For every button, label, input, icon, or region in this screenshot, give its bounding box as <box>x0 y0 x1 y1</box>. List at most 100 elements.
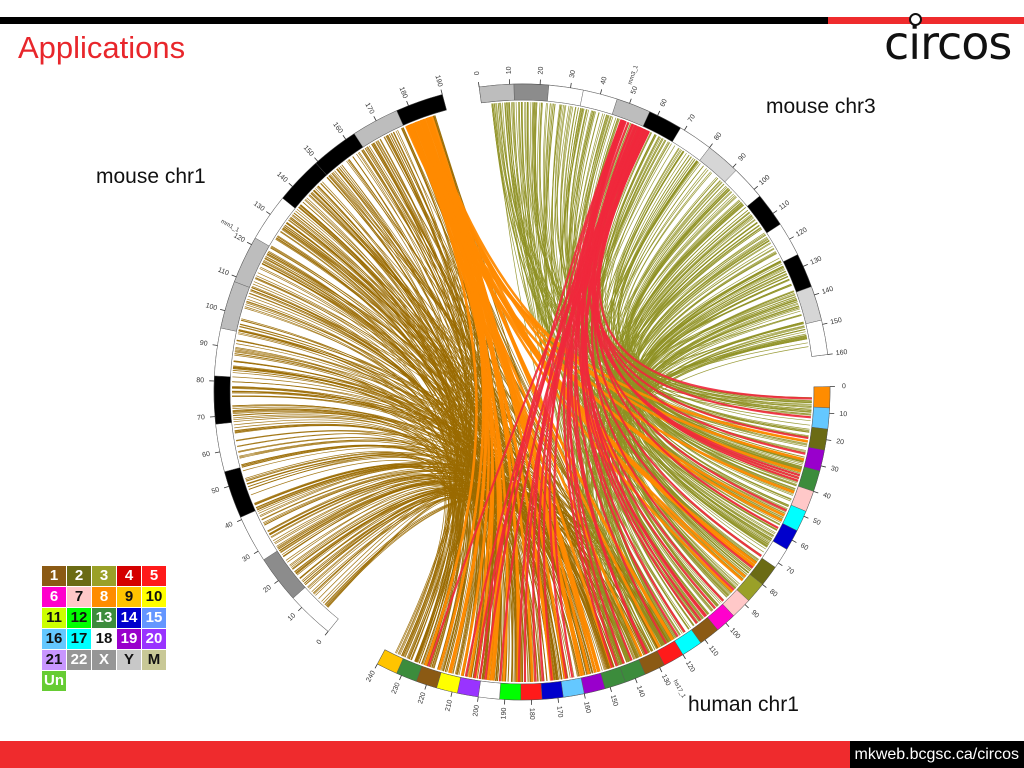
legend-cell: Un <box>42 671 66 691</box>
legend-cell: 4 <box>117 566 141 586</box>
tick-label: 160 <box>331 121 343 135</box>
tick-mark <box>704 639 709 644</box>
legend-cell: 6 <box>42 587 66 607</box>
link-mm1 <box>247 454 450 658</box>
tick-mark <box>659 667 663 673</box>
link-mm3 <box>635 307 800 550</box>
tick-label: 230 <box>391 682 402 696</box>
tick-label: 130 <box>660 673 672 687</box>
tick-label: 160 <box>582 701 591 714</box>
link-mm3 <box>567 110 712 612</box>
tick-label: 150 <box>830 317 843 326</box>
tick-mark <box>570 82 572 88</box>
legend-cell: 12 <box>67 608 91 628</box>
link-mm1 <box>304 199 458 661</box>
tick-mark <box>813 491 819 494</box>
link-highlight-orange <box>408 123 478 666</box>
tick-mark <box>820 465 826 468</box>
link-mm1 <box>261 469 599 672</box>
tick-label: 190 <box>501 707 509 719</box>
link-mm1 <box>313 493 459 660</box>
ideogram-band <box>215 422 241 472</box>
link-mm1 <box>306 197 458 661</box>
tick-label: 110 <box>707 645 719 658</box>
link-mm3 <box>508 102 771 543</box>
link-mm1 <box>331 173 473 672</box>
link-highlight-orange <box>410 123 600 673</box>
link-highlight-red <box>594 125 806 455</box>
tick-label: 120 <box>232 232 246 244</box>
legend-cell: 15 <box>142 608 166 628</box>
tick-label: 140 <box>275 171 288 184</box>
tick-label: 80 <box>768 588 779 598</box>
link-mm3 <box>610 151 791 502</box>
tick-label: 90 <box>737 152 748 163</box>
legend-cell: 14 <box>117 608 141 628</box>
tick-mark <box>212 344 218 346</box>
label-mouse-chr1: mouse chr1 <box>96 165 206 188</box>
ideogram-band <box>811 406 830 430</box>
link-mm3 <box>538 102 757 564</box>
legend-cell: 21 <box>42 650 66 670</box>
tick-label: 0 <box>842 383 846 390</box>
tick-label: 70 <box>687 113 697 123</box>
tick-label: 0 <box>474 71 481 76</box>
tick-mark <box>744 604 749 609</box>
tick-label: 40 <box>600 76 609 85</box>
tick-label: 190 <box>433 75 443 88</box>
footer-url[interactable]: mkweb.bcgsc.ca/circos <box>849 741 1024 768</box>
tick-label: 20 <box>262 584 273 594</box>
chromosome-color-legend: 1 2 3 4 5 6 7 8 9 10 11 12 13 14 15 16 17 18 19 20 21 22 X Y M Un <box>42 566 166 691</box>
tick-mark <box>450 691 453 697</box>
tick-mark <box>246 241 252 246</box>
tick-label: 70 <box>784 566 794 576</box>
tick-label: 60 <box>799 542 809 552</box>
link-mm1 <box>234 351 465 671</box>
tick-mark <box>684 125 688 131</box>
tick-label: 40 <box>822 492 832 501</box>
tick-mark <box>777 562 783 567</box>
circos-logo: circos <box>884 16 1012 70</box>
link-mm3 <box>620 188 769 545</box>
link-mm1 <box>288 219 558 680</box>
tick-label: 30 <box>569 70 577 79</box>
tick-label: 150 <box>302 144 315 157</box>
tick-mark <box>220 308 226 312</box>
legend-cell: 19 <box>117 629 141 649</box>
tick-label: 10 <box>839 411 847 419</box>
link-mm1 <box>322 181 470 670</box>
ideogram-band <box>214 327 237 377</box>
ideogram-band <box>478 83 515 104</box>
tick-label: 30 <box>830 465 839 474</box>
ideogram-ring <box>213 83 831 701</box>
tick-label: 140 <box>821 286 834 296</box>
legend-cell: 20 <box>142 629 166 649</box>
tick-mark <box>600 89 603 95</box>
tick-label: 90 <box>199 340 208 348</box>
tick-mark <box>253 550 259 555</box>
link-highlight-red <box>590 130 735 591</box>
legend-cell: 8 <box>92 587 116 607</box>
tick-mark <box>725 622 730 627</box>
ideogram-band <box>808 427 828 451</box>
logo-dot-icon <box>909 13 922 26</box>
tick-label: 10 <box>287 612 298 623</box>
tick-label: 120 <box>795 227 809 239</box>
link-mm3 <box>617 243 772 607</box>
link-mm1 <box>232 388 455 664</box>
link-mm3 <box>570 109 805 458</box>
tick-label: 110 <box>217 267 230 278</box>
tick-mark <box>827 353 833 355</box>
tick-mark <box>236 519 242 523</box>
tick-mark <box>634 678 638 684</box>
ideogram-band <box>377 649 404 674</box>
tick-label: 120 <box>684 660 696 674</box>
ideogram-band <box>457 677 481 698</box>
link-mm1 <box>232 408 585 676</box>
link-mm1 <box>246 300 462 668</box>
tick-mark <box>814 292 820 296</box>
tick-mark <box>478 81 480 88</box>
link-highlight-orange <box>406 124 643 657</box>
link-mm1 <box>282 227 467 670</box>
